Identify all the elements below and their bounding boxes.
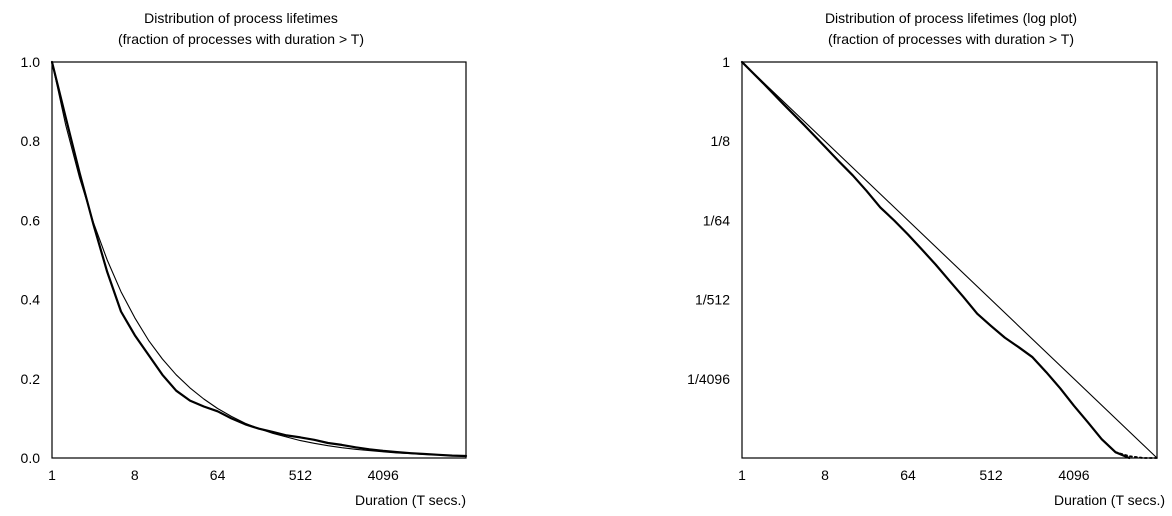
series-measured-line <box>50 60 468 458</box>
x-tick-label: 8 <box>131 467 139 483</box>
chart-linear: Distribution of process lifetimes (fract… <box>21 10 468 508</box>
plot-series <box>740 60 1158 460</box>
plot-frame <box>51 61 467 459</box>
x-tick-label: 1 <box>48 467 56 483</box>
x-tick-label: 4096 <box>368 467 399 483</box>
chart-subtitle: (fraction of processes with duration > T… <box>828 31 1074 47</box>
series-reference-line <box>741 61 1158 459</box>
x-tick-label: 512 <box>979 467 1003 483</box>
y-tick-label: 1.0 <box>21 54 41 70</box>
chart-title: Distribution of process lifetimes <box>144 10 338 26</box>
series-measured-line <box>740 60 1131 460</box>
x-axis: 1 8 64 512 4096 <box>48 467 399 483</box>
y-tick-label: 1/64 <box>703 212 730 228</box>
x-tick-label: 1 <box>738 467 746 483</box>
y-tick-label: 0.8 <box>21 133 41 149</box>
series-dotted-line <box>1114 451 1158 459</box>
y-tick-label: 1/8 <box>711 133 731 149</box>
y-tick-label: 1/4096 <box>687 371 730 387</box>
plot-frame <box>741 61 1158 459</box>
plot-series <box>50 60 468 458</box>
y-tick-label: 0.4 <box>21 292 41 308</box>
series-smooth-line <box>51 61 467 457</box>
chart-log: Distribution of process lifetimes (log p… <box>687 10 1165 508</box>
y-axis: 1 1/8 1/64 1/512 1/4096 <box>687 54 730 387</box>
x-tick-label: 4096 <box>1058 467 1089 483</box>
x-tick-label: 512 <box>289 467 313 483</box>
x-tick-label: 8 <box>821 467 829 483</box>
x-tick-label: 64 <box>900 467 916 483</box>
x-tick-label: 64 <box>210 467 226 483</box>
y-tick-label: 0.0 <box>21 450 41 466</box>
x-axis: 1 8 64 512 4096 <box>738 467 1090 483</box>
chart-subtitle: (fraction of processes with duration > T… <box>118 31 364 47</box>
x-axis-label: Duration (T secs.) <box>1054 492 1165 508</box>
y-axis: 0.0 0.2 0.4 0.6 0.8 1.0 <box>21 54 41 466</box>
y-tick-label: 1/512 <box>695 292 730 308</box>
x-axis-label: Duration (T secs.) <box>355 492 466 508</box>
y-tick-label: 0.6 <box>21 212 41 228</box>
chart-title: Distribution of process lifetimes (log p… <box>825 10 1077 26</box>
y-tick-label: 0.2 <box>21 371 41 387</box>
y-tick-label: 1 <box>722 54 730 70</box>
